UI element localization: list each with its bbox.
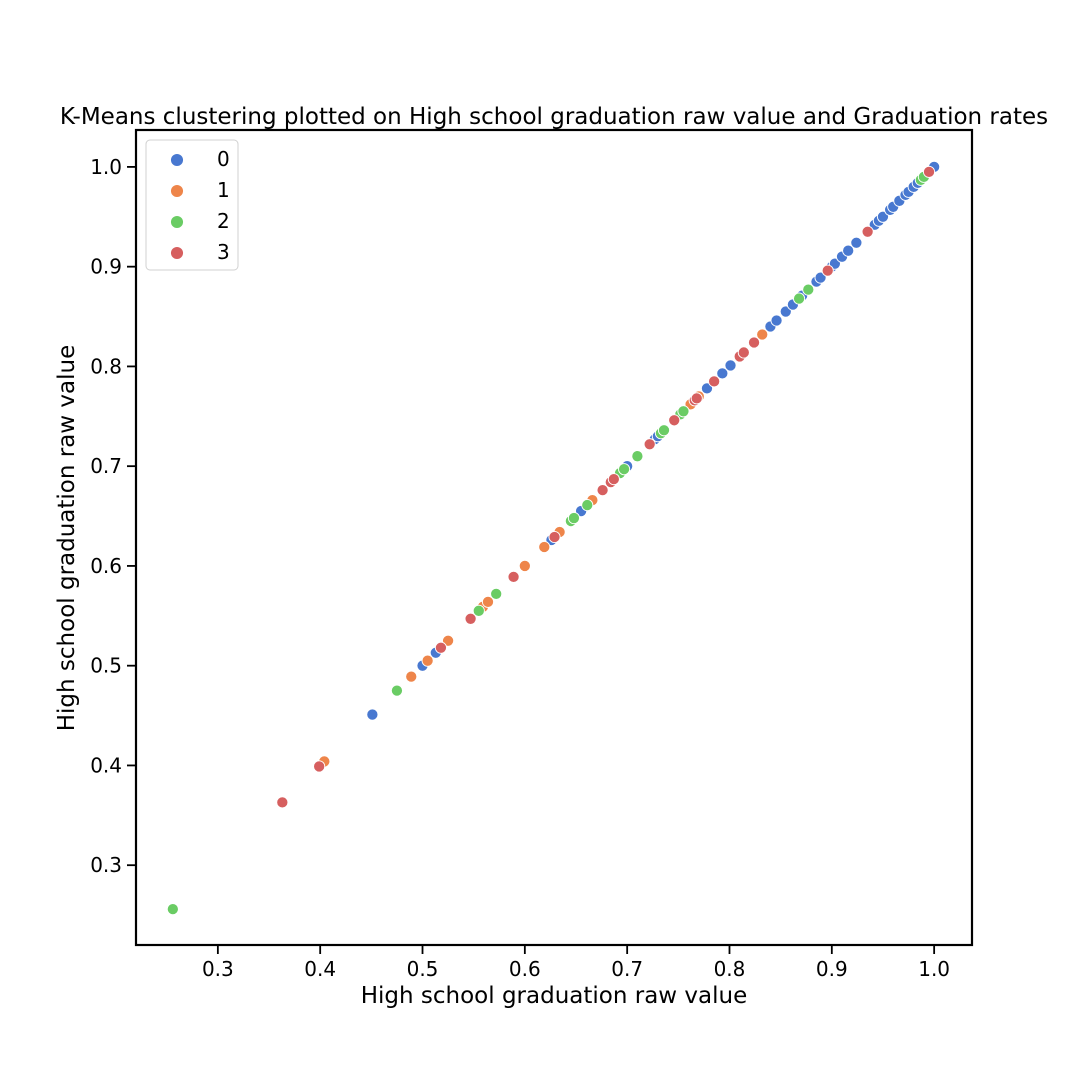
points-layer bbox=[166, 160, 941, 916]
x-tick-label: 0.4 bbox=[304, 957, 336, 981]
data-point-cluster-3 bbox=[313, 760, 326, 773]
legend-marker-cluster-0 bbox=[170, 153, 184, 167]
data-point-cluster-1 bbox=[756, 328, 769, 341]
data-point-cluster-0 bbox=[850, 236, 863, 249]
data-point-cluster-1 bbox=[421, 654, 434, 667]
x-tick-label: 0.9 bbox=[816, 957, 848, 981]
legend-marker-cluster-3 bbox=[170, 246, 184, 260]
legend-label-cluster-0: 0 bbox=[217, 147, 230, 171]
data-point-cluster-3 bbox=[507, 570, 520, 583]
data-point-cluster-3 bbox=[434, 641, 447, 654]
data-point-cluster-3 bbox=[708, 375, 721, 388]
data-point-cluster-3 bbox=[596, 484, 609, 497]
data-point-cluster-3 bbox=[643, 438, 656, 451]
data-point-cluster-3 bbox=[607, 473, 620, 486]
data-point-cluster-3 bbox=[821, 264, 834, 277]
data-point-cluster-3 bbox=[668, 414, 681, 427]
data-point-cluster-3 bbox=[922, 165, 936, 178]
data-point-cluster-2 bbox=[581, 499, 594, 512]
y-tick-label: 0.3 bbox=[90, 853, 122, 877]
data-point-cluster-2 bbox=[472, 604, 485, 617]
data-point-cluster-2 bbox=[490, 587, 503, 600]
data-point-cluster-2 bbox=[166, 903, 179, 916]
legend-marker-cluster-1 bbox=[170, 184, 184, 198]
data-point-cluster-0 bbox=[724, 359, 737, 372]
x-tick-label: 0.5 bbox=[407, 957, 439, 981]
y-tick-label: 0.7 bbox=[90, 454, 122, 478]
y-tick-label: 0.5 bbox=[90, 654, 122, 678]
data-point-cluster-1 bbox=[518, 559, 531, 572]
data-point-cluster-3 bbox=[690, 392, 703, 405]
data-point-cluster-3 bbox=[548, 530, 561, 544]
chart-title: K-Means clustering plotted on High schoo… bbox=[60, 104, 1048, 130]
data-point-cluster-0 bbox=[770, 314, 783, 327]
data-point-cluster-3 bbox=[464, 612, 477, 625]
y-axis-ticks: 0.3 0.4 0.5 0.6 0.7 0.8 0.9 1.0 bbox=[90, 155, 136, 877]
plot-frame bbox=[134, 128, 974, 947]
legend-box bbox=[145, 139, 239, 271]
legend-label-cluster-3: 3 bbox=[217, 240, 230, 264]
x-tick-label: 1.0 bbox=[918, 957, 950, 981]
legend: 0 1 2 3 bbox=[145, 139, 239, 271]
y-tick-label: 1.0 bbox=[90, 155, 122, 179]
data-point-cluster-2 bbox=[677, 405, 690, 418]
data-point-cluster-3 bbox=[861, 225, 874, 238]
data-point-cluster-0 bbox=[366, 708, 379, 721]
data-point-cluster-2 bbox=[618, 463, 631, 476]
data-point-cluster-3 bbox=[747, 336, 761, 349]
data-point-cluster-0 bbox=[842, 244, 855, 257]
data-point-cluster-2 bbox=[657, 424, 671, 437]
data-point-cluster-1 bbox=[405, 670, 418, 683]
legend-marker-cluster-2 bbox=[170, 215, 184, 229]
x-tick-label: 0.7 bbox=[611, 957, 643, 981]
data-point-cluster-0 bbox=[716, 367, 729, 380]
legend-label-cluster-1: 1 bbox=[217, 178, 230, 202]
data-point-cluster-1 bbox=[481, 595, 495, 608]
x-axis-ticks: 0.3 0.4 0.5 0.6 0.7 0.8 0.9 1.0 bbox=[202, 945, 950, 981]
legend-label-cluster-2: 2 bbox=[217, 209, 230, 233]
y-tick-label: 0.4 bbox=[90, 753, 122, 777]
data-point-cluster-1 bbox=[538, 540, 551, 554]
data-point-cluster-2 bbox=[802, 283, 815, 296]
y-tick-label: 0.8 bbox=[90, 354, 122, 378]
data-point-cluster-2 bbox=[390, 684, 403, 697]
x-tick-label: 0.6 bbox=[509, 957, 541, 981]
data-point-cluster-2 bbox=[567, 511, 581, 525]
data-point-cluster-3 bbox=[737, 346, 750, 359]
y-axis-label: High school graduation raw value bbox=[54, 345, 80, 732]
data-point-cluster-2 bbox=[631, 450, 644, 463]
data-point-cluster-2 bbox=[793, 292, 806, 305]
data-point-cluster-3 bbox=[276, 796, 289, 809]
x-tick-label: 0.8 bbox=[714, 957, 746, 981]
y-tick-label: 0.6 bbox=[90, 554, 122, 578]
y-tick-label: 0.9 bbox=[90, 255, 122, 279]
x-tick-label: 0.3 bbox=[202, 957, 234, 981]
x-axis-label: High school graduation raw value bbox=[361, 983, 748, 1009]
